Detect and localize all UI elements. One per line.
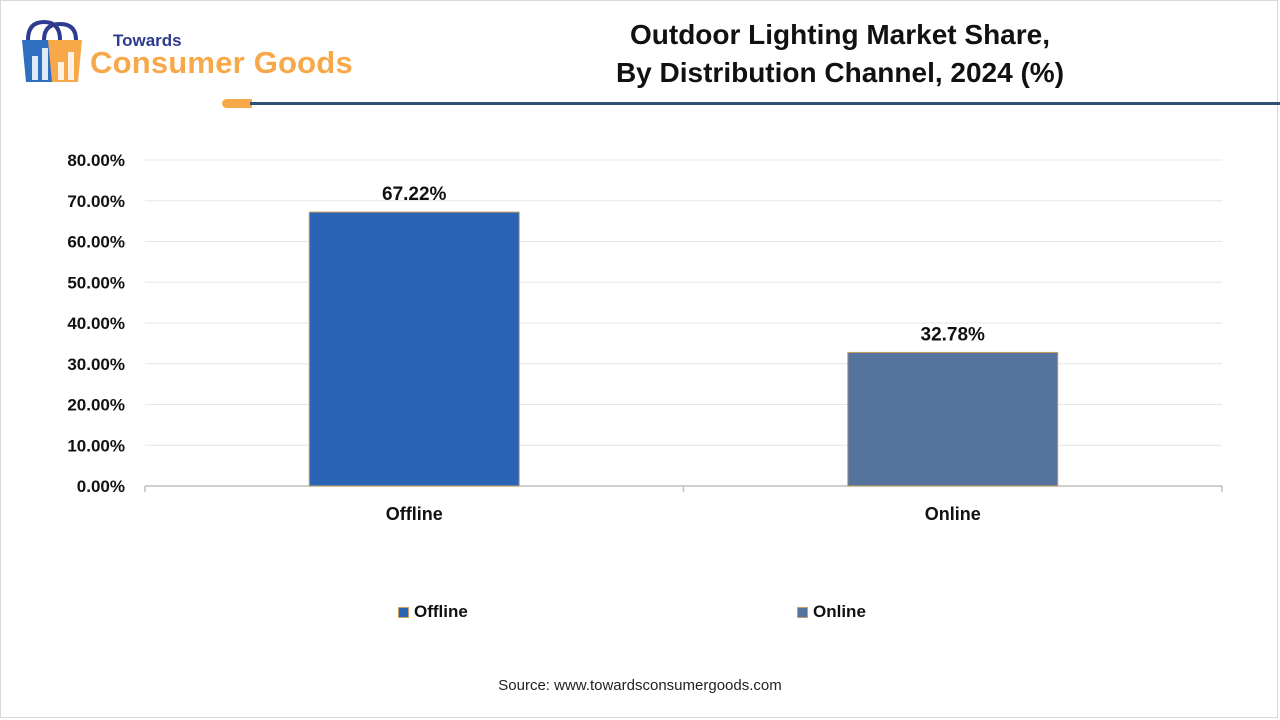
- y-tick-label: 70.00%: [67, 192, 125, 211]
- y-tick-label: 50.00%: [67, 273, 125, 292]
- legend-label-online: Online: [813, 602, 866, 621]
- bar-offline: [308, 211, 520, 487]
- legend-item-offline: Offline: [398, 602, 468, 622]
- brand-logo: Towards Consumer Goods: [18, 18, 368, 88]
- source-note: Source: www.towardsconsumergoods.com: [498, 677, 782, 694]
- legend-item-online: Online: [797, 602, 866, 622]
- y-tick-label: 0.00%: [77, 477, 125, 496]
- header-rule: [250, 102, 1280, 105]
- shopping-bag-icon: [22, 19, 82, 82]
- legend-swatch-online: [797, 606, 808, 618]
- chart-title-line-2: By Distribution Channel, 2024 (%): [615, 57, 1065, 88]
- chart-title-line-1: Outdoor Lighting Market Share,: [629, 19, 1050, 50]
- y-tick-label: 80.00%: [67, 151, 125, 170]
- brand-line-2: Consumer Goods: [90, 45, 353, 80]
- y-tick-label: 40.00%: [67, 314, 125, 333]
- x-tick-label: Offline: [386, 504, 443, 524]
- y-tick-label: 60.00%: [67, 233, 125, 252]
- chart-title: Outdoor Lighting Market Share, By Distri…: [560, 16, 1120, 92]
- x-tick-label: Online: [925, 504, 981, 524]
- y-tick-label: 20.00%: [67, 396, 125, 415]
- legend-swatch-offline: [398, 606, 409, 618]
- legend-label-offline: Offline: [414, 602, 468, 621]
- brand-line-1: Towards: [113, 31, 182, 50]
- data-label: 67.22%: [382, 184, 447, 205]
- y-tick-label: 10.00%: [67, 436, 125, 455]
- data-label: 32.78%: [921, 324, 986, 345]
- y-tick-label: 30.00%: [67, 355, 125, 374]
- header-rule-tab: [222, 99, 252, 108]
- bar-online: [847, 351, 1059, 487]
